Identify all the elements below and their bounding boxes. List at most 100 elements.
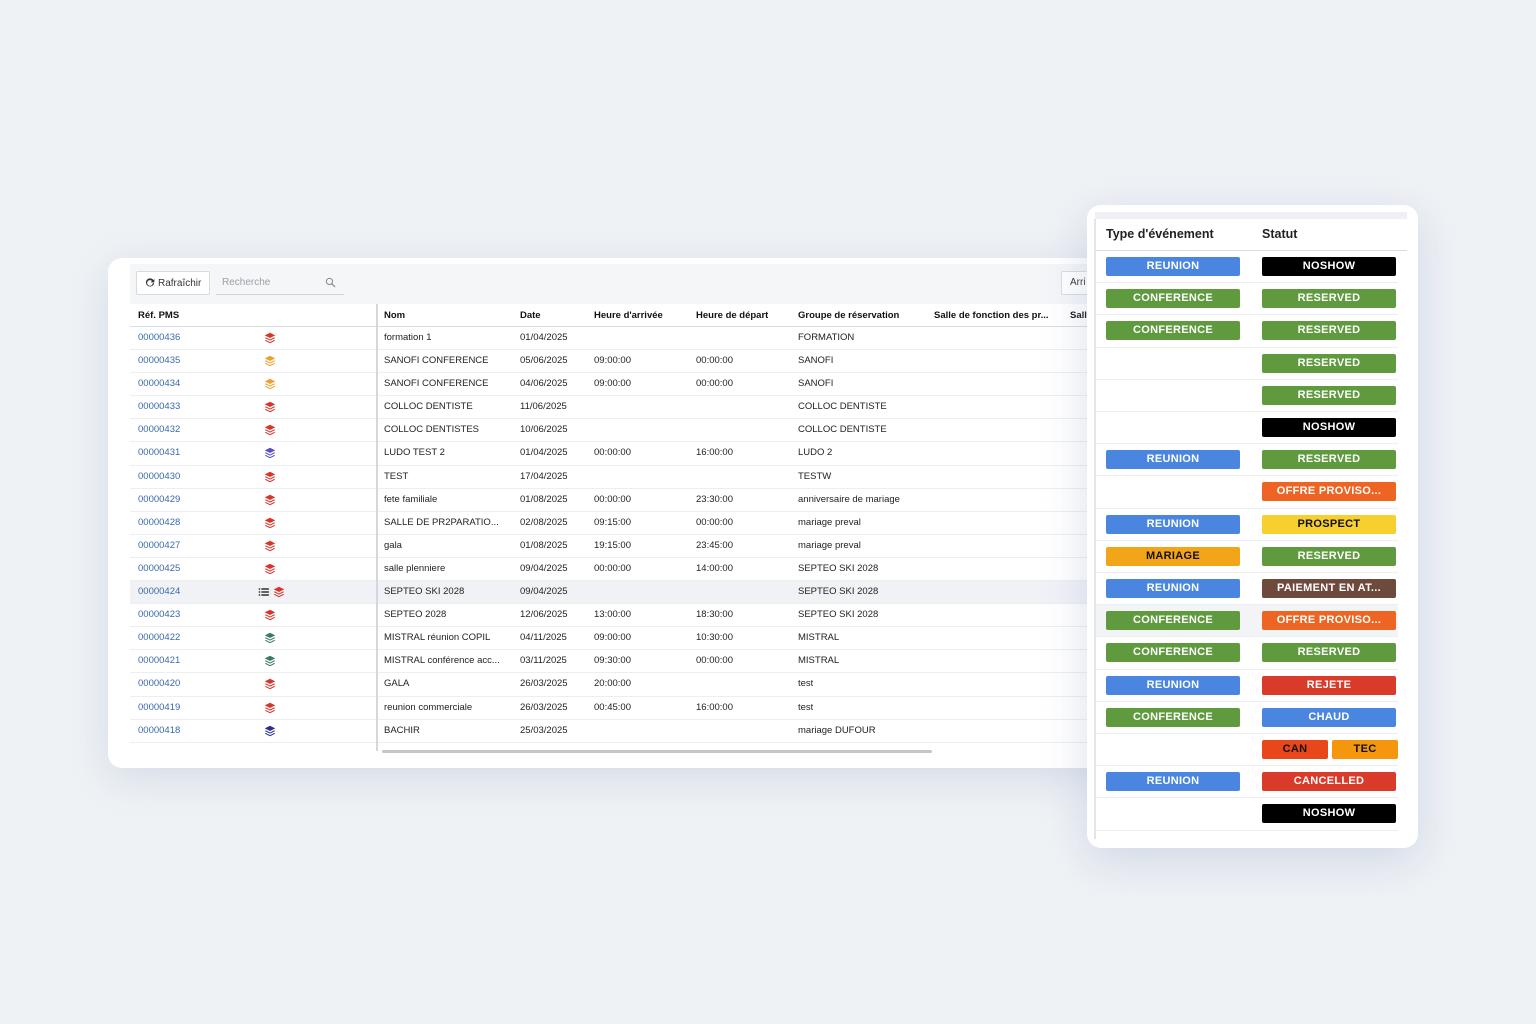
table-row[interactable]: 00000423 SEPTEO 2028 12/06/2025 13:00:00 18:…: [130, 604, 1088, 628]
event-type-badge: CONFERENCE: [1106, 707, 1240, 727]
layers-icon[interactable]: [264, 355, 276, 367]
table-row[interactable]: 00000435 SANOFI CONFERENCE 05/06/2025 09:00…: [130, 350, 1088, 374]
layers-icon[interactable]: [264, 725, 276, 737]
name-cell: salle plenniere: [384, 562, 446, 574]
event-status-row[interactable]: OFFRE PROVISO...: [1096, 476, 1398, 509]
event-status-row[interactable]: REUNION NOSHOW: [1096, 251, 1398, 284]
ref-link[interactable]: 00000434: [138, 378, 181, 390]
table-row[interactable]: 00000432 COLLOC DENTISTES 10/06/2025 COLLOC…: [130, 419, 1088, 443]
table-row[interactable]: 00000434 SANOFI CONFERENCE 04/06/2025 09:00…: [130, 373, 1088, 397]
layers-icon[interactable]: [264, 678, 276, 690]
col-arrivee[interactable]: Heure d'arrivée: [594, 310, 663, 321]
table-row[interactable]: 00000418 BACHIR 25/03/2025 mariage DUFOUR: [130, 720, 1088, 743]
event-status-row[interactable]: CONFERENCE CHAUD: [1096, 702, 1398, 734]
layers-icon[interactable]: [264, 540, 276, 552]
group-cell: mariage preval: [798, 539, 861, 551]
event-status-row[interactable]: CONFERENCE RESERVED: [1096, 637, 1398, 670]
row-icons: [264, 609, 276, 621]
ref-link[interactable]: 00000423: [138, 609, 181, 621]
ref-link[interactable]: 00000421: [138, 655, 181, 667]
event-status-row[interactable]: RESERVED: [1096, 348, 1398, 380]
col-event-type[interactable]: Type d'événement: [1106, 227, 1214, 241]
event-status-row[interactable]: MARIAGE RESERVED: [1096, 541, 1398, 573]
table-row[interactable]: 00000424 SEPTEO SKI 2028 09/04/2025 SEPTEO …: [130, 581, 1088, 605]
event-type-badge: REUNION: [1106, 772, 1240, 792]
arrivals-button[interactable]: Arri: [1061, 271, 1088, 295]
ref-link[interactable]: 00000431: [138, 447, 181, 459]
event-status-row[interactable]: REUNION RESERVED: [1096, 444, 1398, 477]
table-row[interactable]: 00000428 SALLE DE PR2PARATIO... 02/08/2025…: [130, 512, 1088, 535]
table-row[interactable]: 00000431 LUDO TEST 2 01/04/2025 00:00:00 16:…: [130, 442, 1088, 466]
table-row[interactable]: 00000433 COLLOC DENTISTE 11/06/2025 COLLOC …: [130, 396, 1088, 420]
col-salle[interactable]: Sall: [1070, 310, 1087, 321]
ref-link[interactable]: 00000427: [138, 539, 181, 551]
ref-link[interactable]: 00000433: [138, 401, 181, 413]
layers-icon[interactable]: [264, 517, 276, 529]
event-status-row[interactable]: CAN TEC: [1096, 734, 1398, 767]
ref-link[interactable]: 00000435: [138, 355, 181, 367]
ref-link[interactable]: 00000424: [138, 586, 181, 598]
event-status-row[interactable]: REUNION PAIEMENT EN AT...: [1096, 573, 1398, 606]
row-icons: [264, 378, 276, 390]
event-status-row[interactable]: CONFERENCE RESERVED: [1096, 283, 1398, 316]
event-status-row[interactable]: CONFERENCE OFFRE PROVISO...: [1096, 605, 1398, 638]
col-salle-fonction[interactable]: Salle de fonction des pr...: [934, 310, 1049, 321]
ref-link[interactable]: 00000420: [138, 678, 181, 690]
table-row[interactable]: 00000422 MISTRAL réunion COPIL 04/11/2025 0…: [130, 627, 1088, 651]
layers-icon[interactable]: [264, 401, 276, 413]
table-row[interactable]: 00000427 gala 01/08/2025 19:15:00 23:45:00 ma…: [130, 535, 1088, 558]
status-badge: NOSHOW: [1262, 418, 1396, 437]
table-row[interactable]: 00000425 salle plenniere 09/04/2025 00:00:0…: [130, 558, 1088, 582]
search-icon[interactable]: [325, 277, 336, 288]
col-date[interactable]: Date: [520, 310, 541, 321]
event-status-row[interactable]: NOSHOW: [1096, 412, 1398, 445]
col-nom[interactable]: Nom: [384, 310, 406, 321]
layers-icon[interactable]: [264, 655, 276, 667]
event-status-row[interactable]: REUNION CANCELLED: [1096, 766, 1398, 799]
event-status-row[interactable]: RESERVED: [1096, 380, 1398, 412]
event-status-row[interactable]: CONFERENCE RESERVED: [1096, 315, 1398, 348]
col-status[interactable]: Statut: [1262, 227, 1298, 241]
arrival-time-cell: 00:00:00: [594, 562, 631, 574]
ref-link[interactable]: 00000419: [138, 701, 181, 713]
ref-link[interactable]: 00000428: [138, 516, 181, 528]
table-row[interactable]: 00000421 MISTRAL conférence acc... 03/11/2…: [130, 650, 1088, 674]
ref-link[interactable]: 00000430: [138, 470, 181, 482]
ref-link[interactable]: 00000418: [138, 724, 181, 736]
event-status-row[interactable]: REUNION PROSPECT: [1096, 509, 1398, 541]
col-ref[interactable]: Réf. PMS: [138, 310, 180, 321]
layers-icon[interactable]: [264, 332, 276, 344]
table-row[interactable]: 00000436 formation 1 01/04/2025 FORMATION: [130, 327, 1088, 351]
col-groupe[interactable]: Groupe de réservation: [798, 310, 900, 321]
table-row[interactable]: 00000429 fete familiale 01/08/2025 00:00:00…: [130, 489, 1088, 512]
layers-icon[interactable]: [264, 424, 276, 436]
layers-icon[interactable]: [264, 632, 276, 644]
layers-icon[interactable]: [264, 378, 276, 390]
event-status-row[interactable]: NOSHOW: [1096, 798, 1398, 831]
list-icon[interactable]: [258, 586, 270, 598]
table-row[interactable]: 00000430 TEST 17/04/2025 TESTW: [130, 466, 1088, 489]
ref-link[interactable]: 00000429: [138, 493, 181, 505]
layers-icon[interactable]: [273, 586, 285, 598]
table-row[interactable]: 00000420 GALA 26/03/2025 20:00:00 test: [130, 673, 1088, 697]
ref-link[interactable]: 00000422: [138, 632, 181, 644]
layers-icon[interactable]: [264, 447, 276, 459]
refresh-button[interactable]: Rafraîchir: [136, 271, 211, 295]
layers-icon[interactable]: [264, 471, 276, 483]
layers-icon[interactable]: [264, 494, 276, 506]
ref-link[interactable]: 00000432: [138, 424, 181, 436]
table-row[interactable]: 00000419 reunion commerciale 26/03/2025 00:…: [130, 697, 1088, 720]
ref-link[interactable]: 00000425: [138, 562, 181, 574]
horizontal-scrollbar[interactable]: [382, 750, 932, 753]
date-cell: 26/03/2025: [520, 701, 568, 713]
event-type-badge: MARIAGE: [1106, 546, 1240, 566]
event-status-row[interactable]: REUNION REJETE: [1096, 670, 1398, 702]
layers-icon[interactable]: [264, 702, 276, 714]
name-cell: SEPTEO 2028: [384, 609, 447, 621]
ref-link[interactable]: 00000436: [138, 332, 181, 343]
group-cell: FORMATION: [798, 332, 855, 343]
layers-icon[interactable]: [264, 563, 276, 575]
search-input[interactable]: [216, 277, 321, 288]
layers-icon[interactable]: [264, 609, 276, 621]
col-depart[interactable]: Heure de départ: [696, 310, 769, 321]
